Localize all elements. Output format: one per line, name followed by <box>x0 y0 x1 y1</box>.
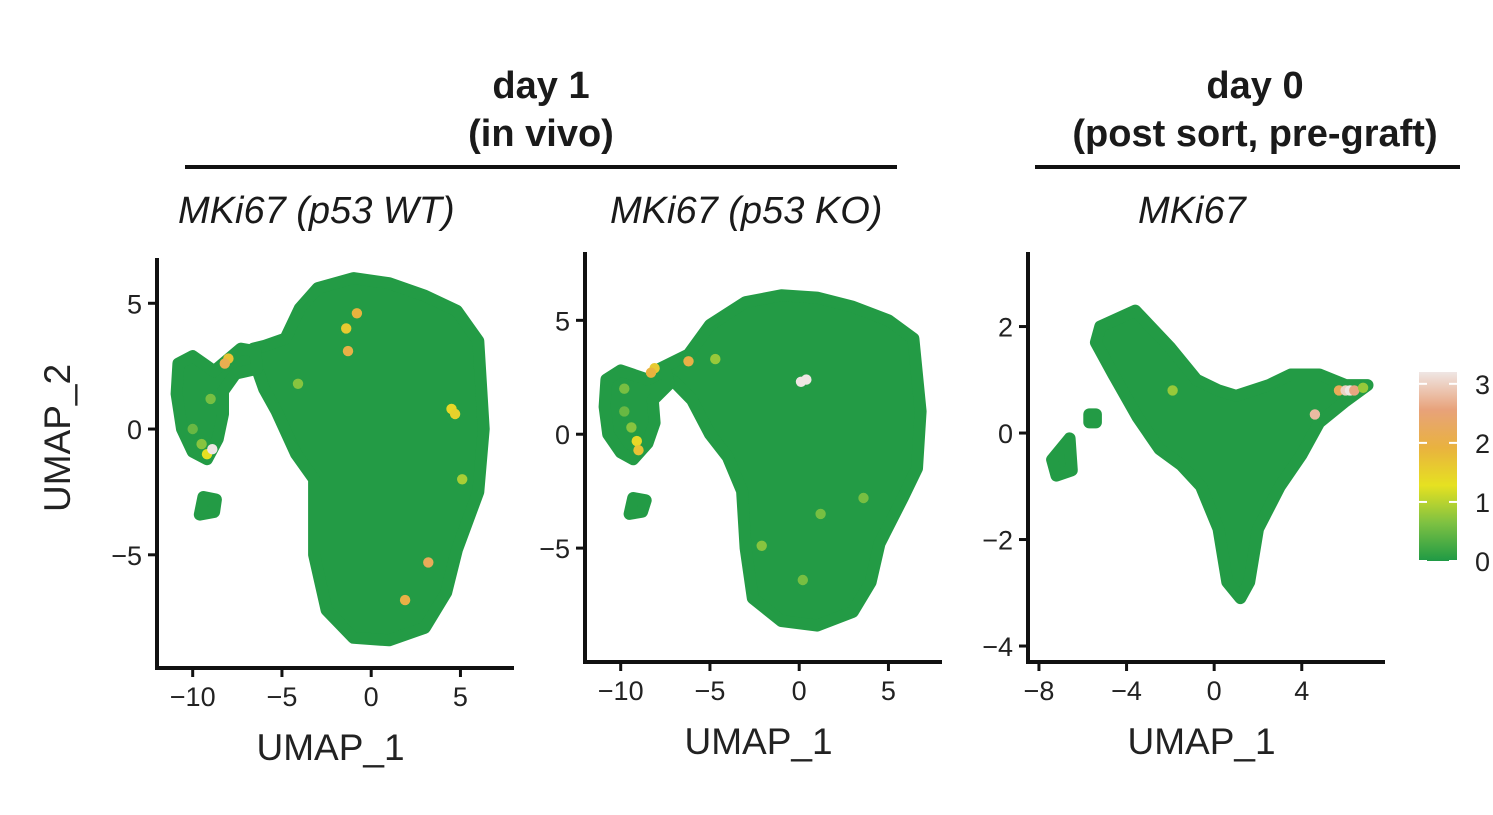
panel-p53-wt: −10 −5 0 5 5 0 −5 UMAP_1 UMAP_2 <box>37 258 514 768</box>
colorbar: 3 2 1 0 <box>1419 370 1490 577</box>
y-tick-label: 2 <box>998 313 1013 343</box>
y-tick-label: −5 <box>539 534 570 564</box>
expression-point <box>1167 385 1178 396</box>
expression-point <box>457 474 468 485</box>
colorbar-tick-label: 2 <box>1475 429 1490 459</box>
expression-point <box>187 423 198 435</box>
expression-point <box>449 408 461 420</box>
expression-point <box>423 557 434 568</box>
cell-cluster <box>170 342 263 466</box>
colorbar-tick-label: 3 <box>1475 370 1490 400</box>
expression-point <box>399 594 411 606</box>
x-tick-label: 5 <box>881 676 896 706</box>
x-tick-label: −10 <box>598 676 644 706</box>
expression-point <box>619 406 630 417</box>
expression-point <box>219 358 230 369</box>
group-title-day0-line2: (post sort, pre-graft) <box>1072 113 1438 155</box>
expression-point <box>205 393 216 405</box>
y-tick-label: 5 <box>127 289 142 319</box>
panel-title-p53-wt: MKi67 (p53 WT) <box>178 190 455 232</box>
expression-point <box>631 435 642 447</box>
expression-point <box>797 574 808 586</box>
x-axis-label: UMAP_1 <box>256 727 404 768</box>
x-tick-label: 0 <box>1207 676 1222 706</box>
cell-cluster <box>247 272 490 647</box>
expression-point <box>342 345 354 357</box>
panel-title-p53-ko: MKi67 (p53 KO) <box>610 190 883 232</box>
expression-point <box>801 374 812 385</box>
group-title-day0-line1: day 0 <box>1206 65 1304 107</box>
expression-point <box>1309 409 1321 420</box>
x-axis-label: UMAP_1 <box>684 721 832 762</box>
expression-point <box>756 540 767 551</box>
cell-cluster <box>1083 408 1102 429</box>
panel-title-day0: MKi67 <box>1138 190 1246 232</box>
expression-point <box>619 383 630 394</box>
x-tick-label: 0 <box>364 682 379 712</box>
y-tick-label: −5 <box>111 541 142 571</box>
colorbar-tick-label: 0 <box>1475 547 1490 577</box>
expression-point <box>207 444 218 455</box>
cell-cluster <box>650 289 927 632</box>
expression-point <box>1357 382 1369 393</box>
group-divider-day1 <box>185 165 897 169</box>
x-tick-label: −5 <box>695 676 726 706</box>
x-tick-label: 5 <box>453 682 468 712</box>
cell-cluster <box>623 492 652 520</box>
colorbar-gradient-bar <box>1419 372 1457 561</box>
group-title-day1-line1: day 1 <box>492 65 590 107</box>
colorbar-tick-label: 1 <box>1475 488 1490 518</box>
expression-point <box>815 508 826 520</box>
x-tick-label: 0 <box>792 676 807 706</box>
expression-point <box>196 438 207 450</box>
expression-point <box>351 308 363 319</box>
group-title-day0: day 0 (post sort, pre-graft) <box>1035 62 1475 158</box>
y-tick-label: 0 <box>555 420 570 450</box>
panel-p53-ko: −10 −5 0 5 5 0 −5 UMAP_1 <box>539 252 942 762</box>
y-tick-label: −4 <box>982 632 1013 662</box>
x-tick-label: −5 <box>267 682 298 712</box>
panel-day0: −8 −4 0 4 2 0 −2 −4 UMAP_1 <box>982 252 1385 762</box>
expression-point <box>683 356 694 367</box>
y-tick-label: 0 <box>127 415 142 445</box>
x-tick-label: 4 <box>1294 676 1309 706</box>
y-tick-label: 0 <box>998 419 1013 449</box>
y-axis-label: UMAP_2 <box>37 364 78 512</box>
cell-cluster <box>193 491 222 521</box>
expression-point <box>710 353 721 365</box>
cell-cluster <box>1089 304 1374 605</box>
expression-point <box>292 378 304 389</box>
expression-point <box>858 492 869 504</box>
group-title-day1: day 1 (in vivo) <box>185 62 897 158</box>
expression-point <box>626 422 637 433</box>
x-tick-label: −8 <box>1024 676 1055 706</box>
group-title-day1-line2: (in vivo) <box>468 113 614 155</box>
group-divider-day0 <box>1035 165 1460 169</box>
x-tick-label: −10 <box>170 682 216 712</box>
expression-point <box>633 445 644 456</box>
expression-point <box>645 367 657 378</box>
cell-cluster <box>598 364 675 466</box>
cell-cluster <box>1046 432 1078 482</box>
y-tick-label: −2 <box>982 526 1013 556</box>
x-tick-label: −4 <box>1111 676 1142 706</box>
y-tick-label: 5 <box>555 306 570 336</box>
expression-point <box>1349 385 1360 396</box>
expression-point <box>341 323 352 334</box>
x-axis-label: UMAP_1 <box>1127 721 1275 762</box>
